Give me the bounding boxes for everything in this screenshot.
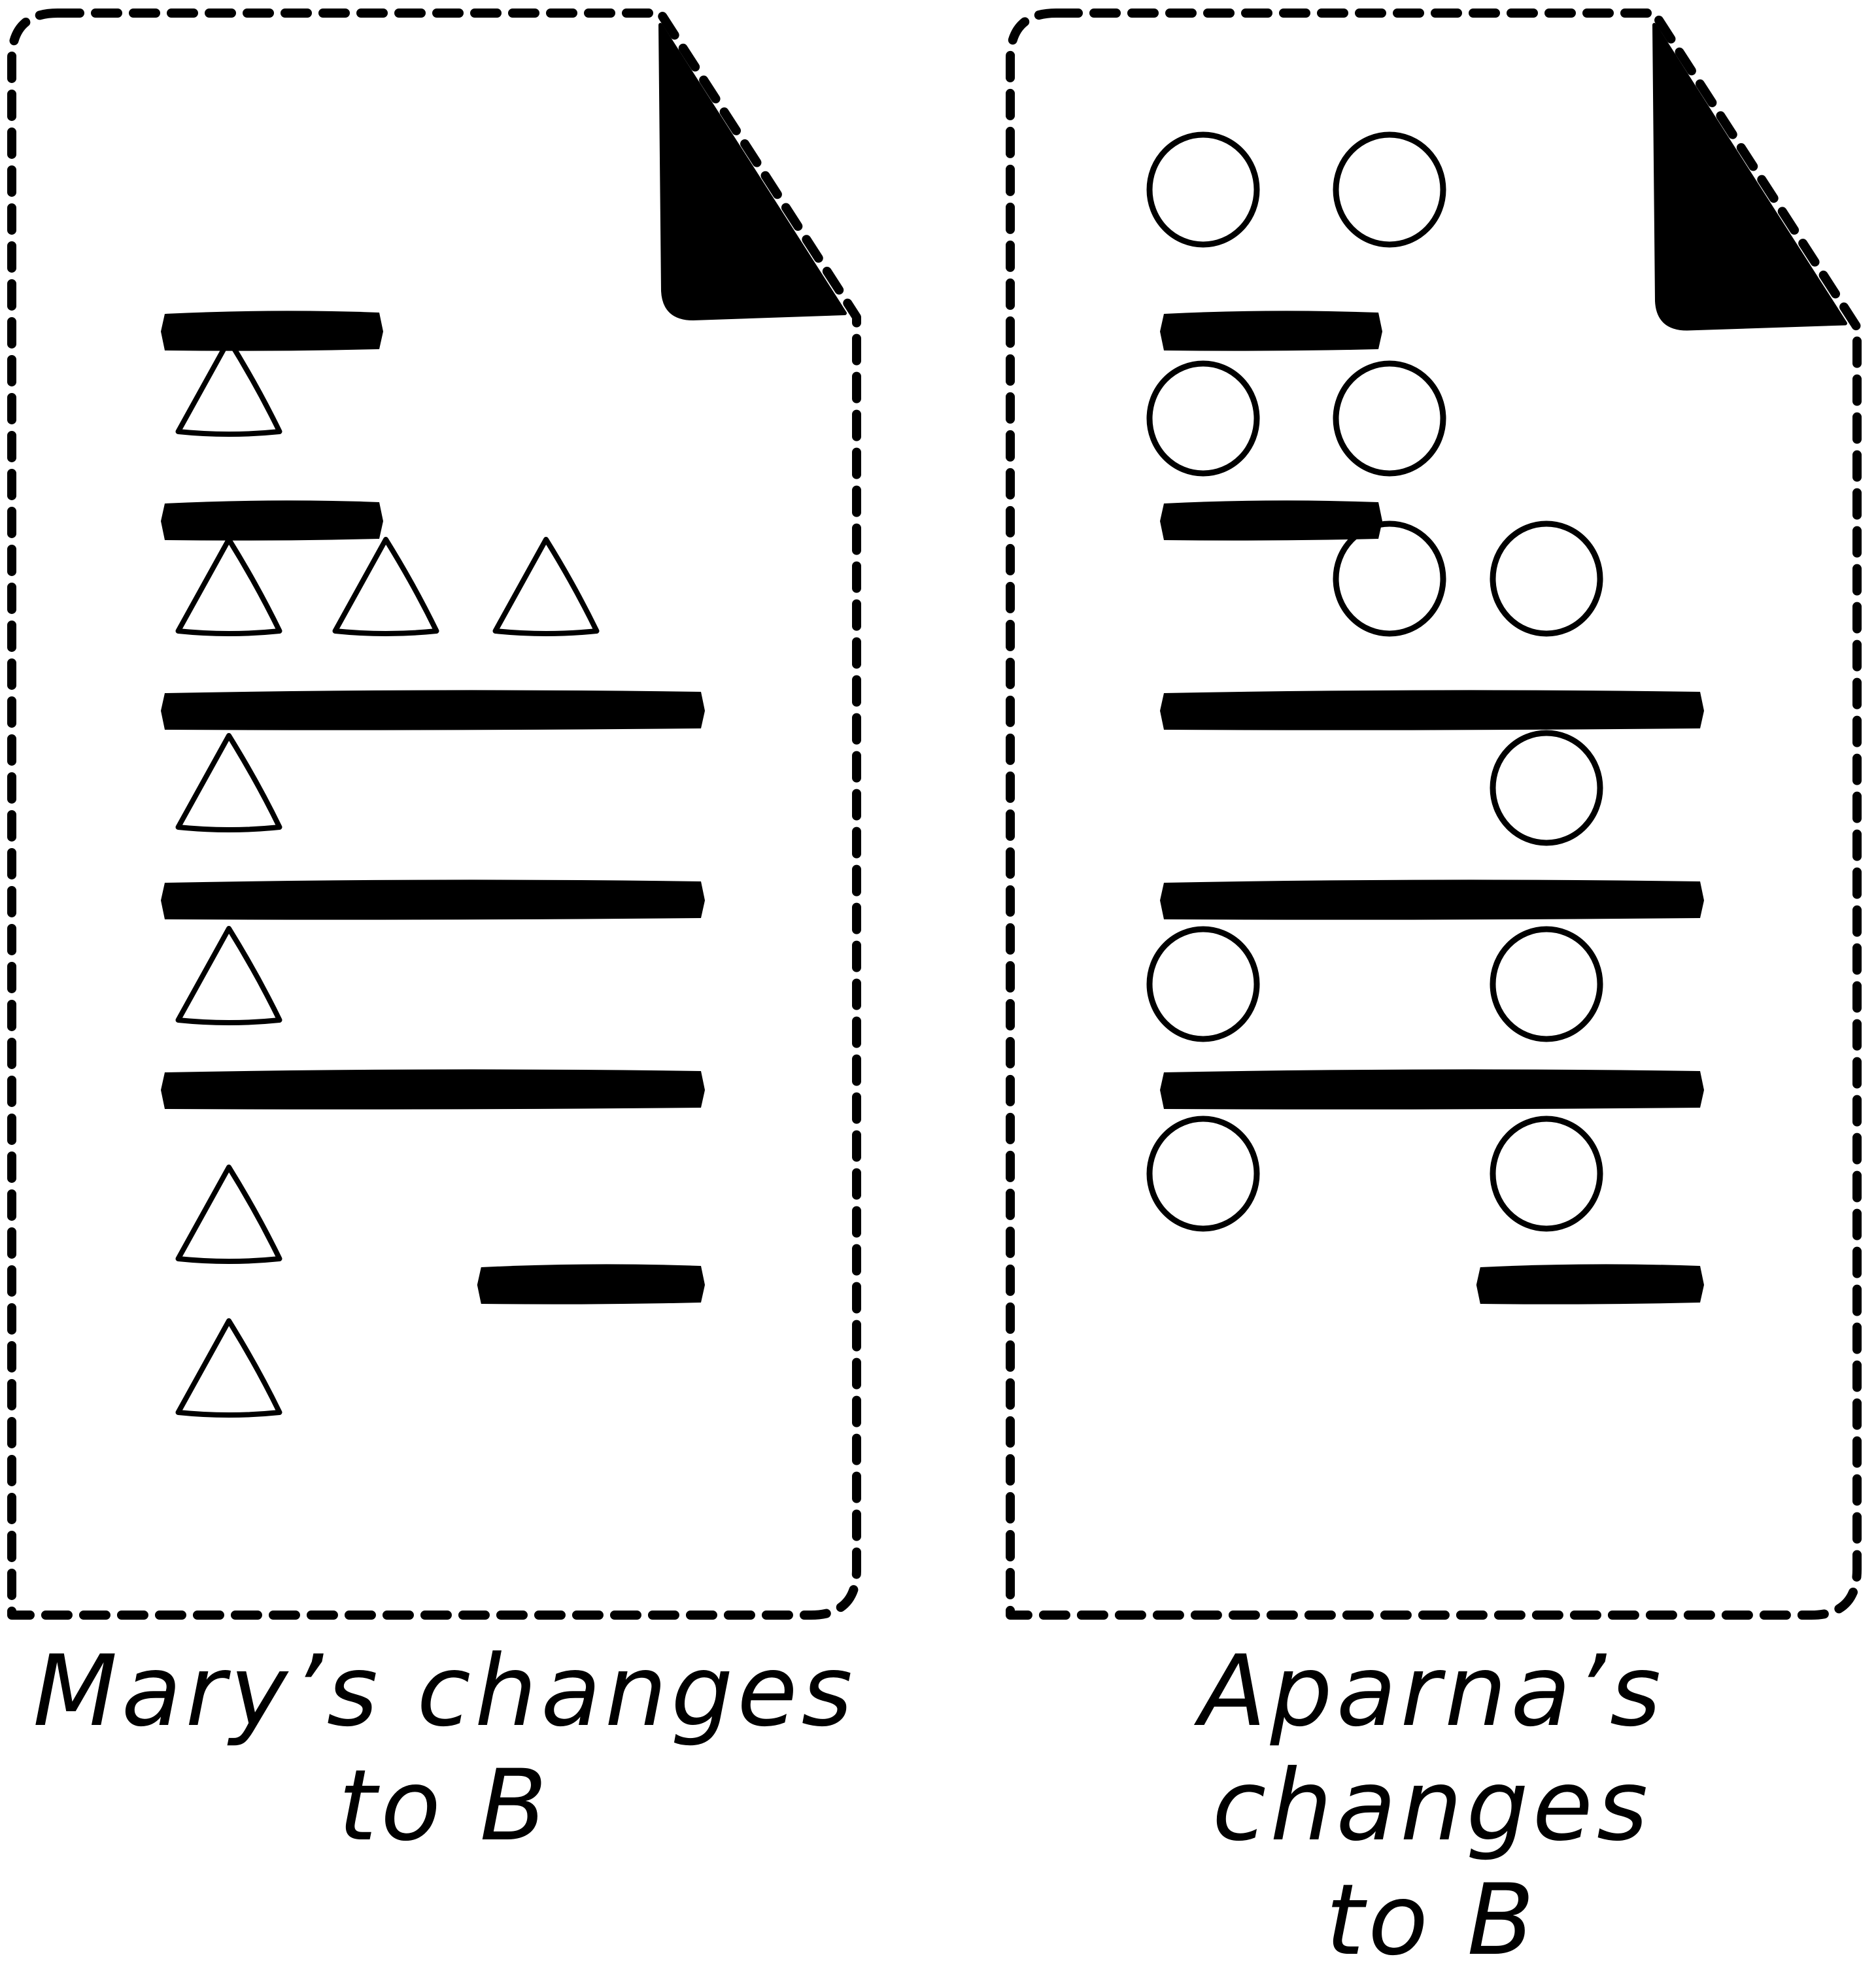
circle-change-marker: [1333, 131, 1446, 248]
text-line-bar: [477, 1264, 705, 1304]
text-line-bar: [1160, 690, 1704, 730]
circle-change-marker: [1490, 1116, 1603, 1232]
caption-line-2: to B: [338, 1749, 551, 1863]
circle-change-marker: [1146, 926, 1260, 1042]
folded-corner: [1652, 23, 1847, 331]
triangle-change-marker: [175, 1165, 282, 1264]
triangle-change-marker: [175, 733, 282, 832]
text-line-bar: [161, 500, 383, 541]
circle-change-marker: [1146, 360, 1260, 477]
document-outline: [7, 9, 861, 1620]
text-line-bar: [1160, 879, 1704, 920]
text-line-bar: [161, 879, 705, 920]
document-marys-changes: [7, 9, 861, 1620]
text-line-bar: [161, 1069, 705, 1110]
circle-change-marker: [1146, 1116, 1260, 1232]
text-line-bar: [161, 311, 383, 351]
caption-line-1: Mary’s changes: [33, 1635, 857, 1748]
document-outline: [1006, 9, 1862, 1620]
caption-line-1: Aparna’s changes: [1199, 1635, 1665, 1863]
circle-change-marker: [1490, 926, 1603, 1042]
circle-change-marker: [1333, 520, 1446, 637]
circle-change-marker: [1146, 131, 1260, 248]
folded-corner: [658, 23, 847, 320]
triangle-change-marker: [332, 537, 439, 636]
triangle-change-marker: [492, 537, 600, 636]
triangle-change-marker: [175, 537, 282, 636]
text-line-bar: [1160, 500, 1382, 541]
caption-marys-changes: Mary’s changes to B: [20, 1635, 870, 1864]
circle-change-marker: [1333, 360, 1446, 477]
text-line-bar: [1160, 311, 1382, 351]
triangle-change-marker: [175, 337, 282, 437]
caption-aparnas-changes: Aparna’s changes to B: [1007, 1635, 1857, 1978]
caption-line-2: to B: [1325, 1864, 1539, 1977]
triangle-change-marker: [175, 1318, 282, 1418]
circle-change-marker: [1490, 730, 1603, 846]
text-line-bar: [1476, 1264, 1704, 1304]
text-line-bar: [1160, 1069, 1704, 1110]
text-line-bar: [161, 690, 705, 730]
circle-change-marker: [1490, 520, 1603, 637]
triangle-change-marker: [175, 926, 282, 1025]
document-aparnas-changes: [1006, 9, 1862, 1620]
